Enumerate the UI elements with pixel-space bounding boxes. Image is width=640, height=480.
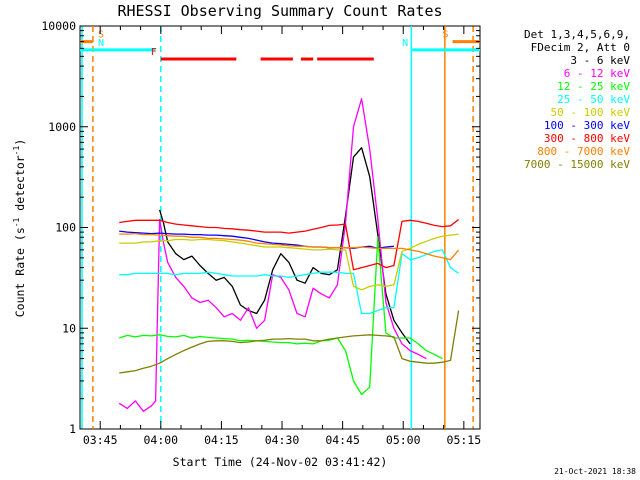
x-axis-label: Start Time (24-Nov-02 03:41:42) xyxy=(173,455,388,469)
legend-entry-50-100-kev: 50 - 100 keV xyxy=(551,106,631,119)
y-axis-label: Count Rate (s-1 detector-1) xyxy=(12,139,27,318)
y-tick-label: 10000 xyxy=(41,19,76,33)
y-axis-label-suffix: ) xyxy=(13,139,27,146)
legend-entry-3-6-kev: 3 - 6 keV xyxy=(570,54,630,67)
y-axis-ticks: 1 10 100 1000 10000 xyxy=(41,19,480,436)
y-tick-label: 1 xyxy=(69,422,76,436)
flag-label-1: N xyxy=(98,38,104,49)
legend-entry-800-7000-kev: 800 - 7000 keV xyxy=(537,145,630,158)
legend-entry-300-800-kev: 300 - 800 keV xyxy=(544,132,630,145)
x-tick-label: 04:45 xyxy=(325,433,360,447)
legend-entry-25-50-kev: 25 - 50 keV xyxy=(557,93,630,106)
x-tick-label: 03:45 xyxy=(83,433,118,447)
date-stamp: 21-Oct-2021 18:38 xyxy=(554,467,636,476)
series-line-50-100-kev xyxy=(119,233,459,291)
series-lines xyxy=(118,98,460,412)
flag-label-4: F xyxy=(151,47,157,58)
legend-entry-7000-15000-kev: 7000 - 15000 keV xyxy=(524,158,630,171)
legend-header-line-2: FDecim 2, Att 0 xyxy=(531,41,630,54)
series-line-800-7000-kev xyxy=(119,232,460,261)
x-axis-ticks: 03:45 04:00 04:15 04:30 04:45 05:00 05:15 xyxy=(83,26,481,447)
series-line-3-6-kev xyxy=(158,147,411,345)
flag-label-3: N xyxy=(402,38,408,49)
series-line-25-50-kev xyxy=(119,249,459,315)
plot-frame xyxy=(79,25,481,430)
y-axis-label-exp: -1 xyxy=(12,217,21,227)
y-tick-label: 10 xyxy=(62,321,76,335)
legend-entry-12-25-kev: 12 - 25 keV xyxy=(557,80,630,93)
x-tick-label: 04:00 xyxy=(143,433,178,447)
x-tick-label: 05:00 xyxy=(386,433,421,447)
chart-title: RHESSI Observing Summary Count Rates xyxy=(117,2,442,20)
legend-entry-100-300-kev: 100 - 300 keV xyxy=(544,119,630,132)
x-tick-label: 05:15 xyxy=(447,433,482,447)
x-tick-label: 04:15 xyxy=(204,433,239,447)
y-axis-label-mid: detector xyxy=(13,155,27,217)
y-axis-label-prefix: Count Rate (s xyxy=(13,227,27,317)
legend: Det 1,3,4,5,6,9, FDecim 2, Att 0 3 - 6 k… xyxy=(524,28,630,171)
flag-label-0: S xyxy=(98,30,104,41)
legend-entry-6-12-kev: 6 - 12 keV xyxy=(564,67,631,80)
x-tick-label: 04:30 xyxy=(265,433,300,447)
series-line-7000-15000-kev xyxy=(119,310,460,374)
series-line-300-800-kev xyxy=(119,218,459,271)
y-tick-label: 100 xyxy=(55,221,76,235)
legend-header-line-1: Det 1,3,4,5,6,9, xyxy=(524,28,630,41)
series-line-12-25-kev xyxy=(119,236,443,396)
y-axis-label-exp2: -1 xyxy=(12,145,21,155)
y-tick-label: 1000 xyxy=(48,120,76,134)
flag-label-2: S xyxy=(443,30,449,41)
